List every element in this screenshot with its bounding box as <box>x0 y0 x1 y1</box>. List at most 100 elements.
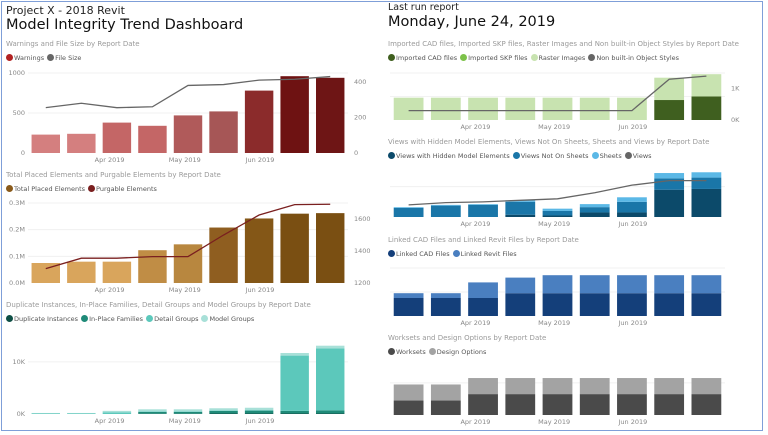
y2-tick-label: 1200 <box>354 279 371 287</box>
legend-marker-icon <box>460 54 468 61</box>
legend-label: Design Options <box>436 348 487 356</box>
bar-sheets <box>579 204 610 208</box>
bar-detail-groups <box>209 410 238 411</box>
bar-sheets <box>468 204 498 205</box>
bar-warnings <box>102 122 132 153</box>
bar-total-placed-elements <box>67 261 96 283</box>
legend-label: Views <box>632 152 652 160</box>
legend-item[interactable]: Linked CAD Files <box>388 250 450 258</box>
bar-views-not-on-sheets <box>430 205 461 217</box>
bar-total-placed-elements <box>31 263 60 283</box>
bar-linked-revit-files <box>393 293 424 298</box>
bar-model-groups <box>173 409 203 412</box>
legend-item[interactable]: Model Groups <box>201 315 254 323</box>
bar-linked-revit-files <box>691 275 722 294</box>
bar-worksets <box>654 394 685 415</box>
bar-total-placed-elements <box>209 227 238 283</box>
bar-design-options <box>691 378 722 395</box>
y-tick-label: 500 <box>13 109 25 117</box>
bar-duplicate-instances <box>280 413 309 414</box>
bar-worksets <box>617 394 647 415</box>
x-tick-label: Jun 2019 <box>617 319 647 327</box>
legend-item[interactable]: Duplicate Instances <box>6 315 78 323</box>
bar-sheets <box>505 200 536 202</box>
y2-tick-label: 1K <box>731 85 740 93</box>
bar-views-not-on-sheets <box>691 177 722 189</box>
line-purgable-elements <box>45 203 331 270</box>
legend: Duplicate Instances In-Place Families Deta… <box>6 315 254 323</box>
y-tick-label: 0K <box>17 410 26 418</box>
legend-item[interactable]: Detail Groups <box>146 315 198 323</box>
legend-item[interactable]: Views with Hidden Model Elements <box>388 152 510 160</box>
x-tick-label: Apr 2019 <box>460 123 490 131</box>
legend-item[interactable]: Views Not On Sheets <box>512 152 589 160</box>
legend-item[interactable]: Imported SKP files <box>460 54 528 62</box>
legend-item[interactable]: Worksets <box>388 348 426 356</box>
legend-marker-icon <box>47 54 55 61</box>
y2-tick-label: 1600 <box>354 215 371 223</box>
bar-warnings <box>209 111 238 153</box>
bar-linked-cad-files <box>468 298 498 316</box>
y2-tick-label: 0K <box>731 116 740 124</box>
bar-model-groups <box>67 412 96 414</box>
bar-warnings <box>280 76 309 153</box>
bar-sheets <box>542 208 573 211</box>
bar-worksets <box>691 394 722 415</box>
bar-views-not-on-sheets <box>542 210 573 216</box>
legend: Warnings File Size <box>6 54 81 62</box>
line-file-size <box>45 75 331 109</box>
bar-raster-images <box>505 97 536 120</box>
bar-in-place-families <box>316 410 345 414</box>
x-tick-label: Apr 2019 <box>95 286 125 294</box>
x-tick-label: Jun 2019 <box>245 156 275 164</box>
bar-detail-groups <box>31 413 60 414</box>
y-tick-label: 1000 <box>8 69 25 77</box>
chart-title: Total Placed Elements and Purgable Eleme… <box>6 171 221 179</box>
legend: Views with Hidden Model Elements Views No… <box>388 152 652 160</box>
project-label: Project X - 2018 Revit <box>6 4 125 17</box>
chart-title: Worksets and Design Options by Report Da… <box>388 334 547 342</box>
legend-item[interactable]: Total Placed Elements <box>6 185 85 193</box>
legend-marker-icon <box>530 54 538 61</box>
bar-model-groups <box>316 345 345 349</box>
legend-item[interactable]: Views <box>624 152 652 160</box>
legend-marker-icon <box>88 185 96 192</box>
y2-tick-label: 400 <box>354 78 366 86</box>
x-tick-label: Apr 2019 <box>460 418 490 426</box>
bar-duplicate-instances <box>244 413 274 414</box>
legend-item[interactable]: Linked Revit Files <box>452 250 517 258</box>
bar-sheets <box>393 207 424 208</box>
legend-label: Imported CAD files <box>396 54 458 62</box>
legend-marker-icon <box>388 152 395 159</box>
legend-marker-icon <box>388 250 395 257</box>
bar-worksets <box>393 400 424 415</box>
bar-total-placed-elements <box>280 213 309 283</box>
legend-item[interactable]: File Size <box>47 54 81 62</box>
legend-item[interactable]: Imported CAD files <box>388 54 457 62</box>
legend-item[interactable]: Raster Images <box>530 54 585 62</box>
chart-title: Imported CAD files, Imported SKP files, … <box>388 40 739 48</box>
bar-design-options <box>430 384 461 401</box>
legend-item[interactable]: Purgable Elements <box>88 185 157 193</box>
chart-title: Linked CAD Files and Linked Revit Files … <box>388 236 579 244</box>
legend-item[interactable]: Sheets <box>591 152 622 160</box>
bar-linked-revit-files <box>468 282 498 298</box>
legend-item[interactable]: Non built-in Object Styles <box>588 54 679 62</box>
legend-label: Views with Hidden Model Elements <box>396 152 510 160</box>
bar-warnings <box>67 133 96 153</box>
bar-warnings <box>138 125 167 153</box>
legend-item[interactable]: Design Options <box>428 348 487 356</box>
bar-sheets <box>617 197 647 202</box>
legend-marker-icon <box>388 348 395 355</box>
x-tick-label: Jun 2019 <box>617 220 647 228</box>
legend-marker-icon <box>81 315 89 322</box>
legend-item[interactable]: In-Place Families <box>81 315 143 323</box>
bar-in-place-families <box>173 411 203 414</box>
bar-linked-revit-files <box>505 277 536 294</box>
bar-detail-groups <box>138 411 167 412</box>
bar-views-with-hidden-model-elements <box>579 212 610 217</box>
chart-title: Views with Hidden Model Elements, Views … <box>388 138 710 146</box>
legend-item[interactable]: Warnings <box>6 54 44 62</box>
